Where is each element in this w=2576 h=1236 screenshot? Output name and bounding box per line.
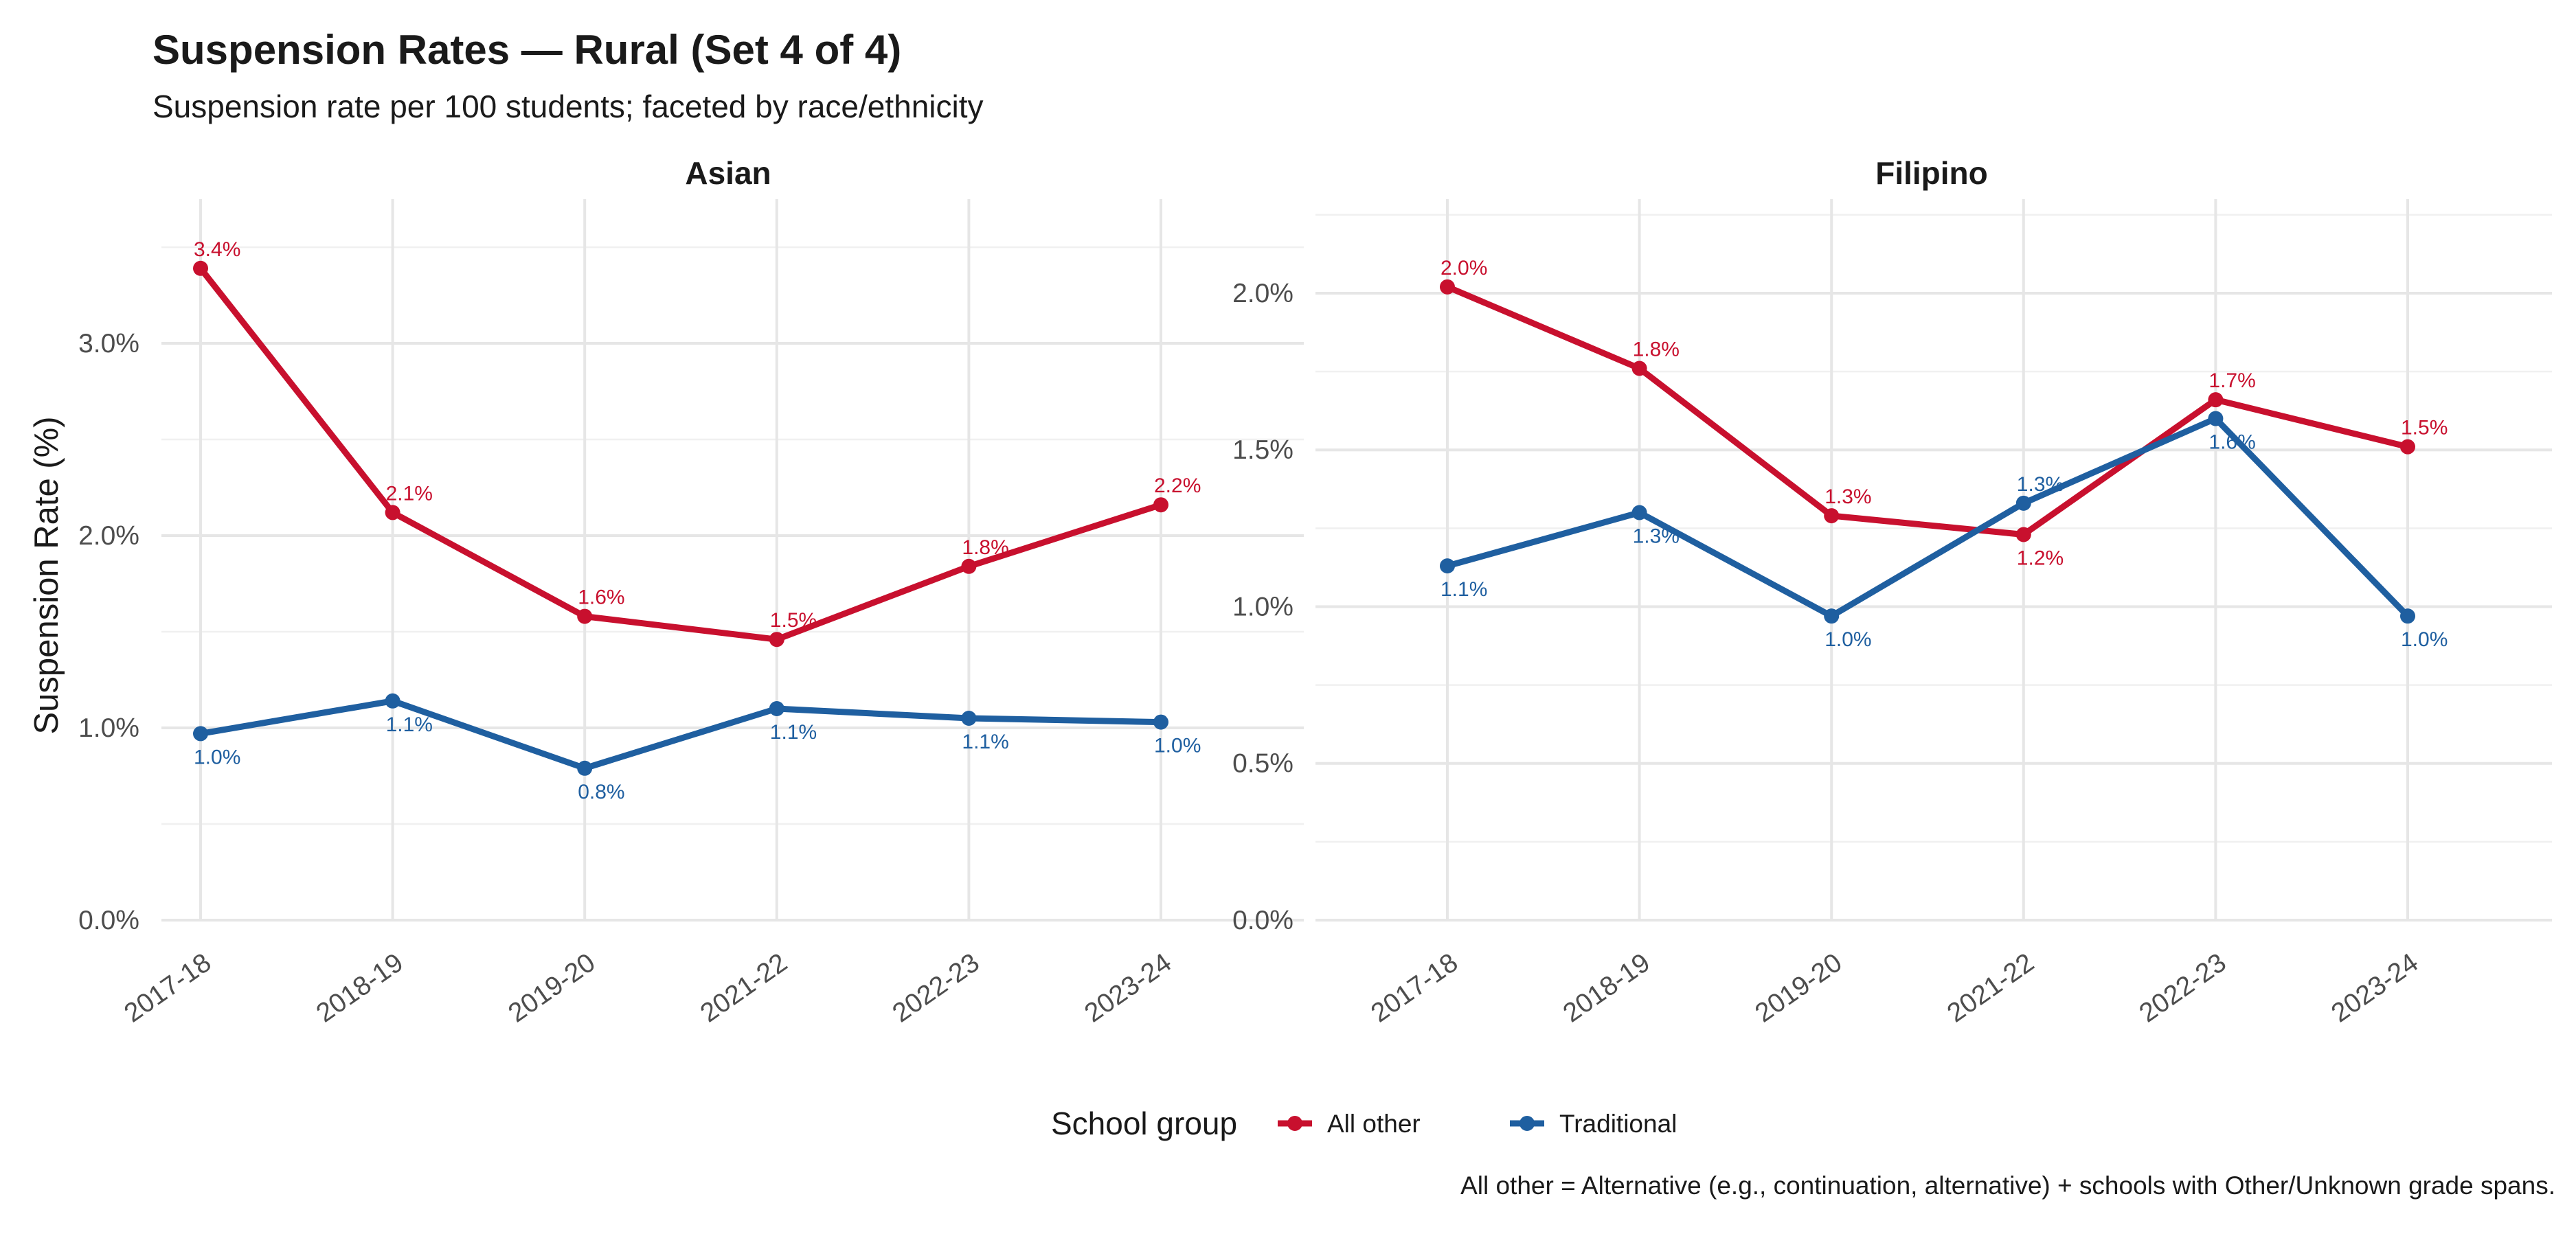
data-label: 2.2%	[1154, 474, 1201, 497]
x-tick-label: 2017-18	[119, 948, 216, 1028]
legend: School group All other Traditional	[1051, 1106, 1677, 1141]
x-tick-label: 2022-23	[2134, 948, 2232, 1028]
x-tick-label: 2023-24	[2326, 948, 2424, 1028]
data-point	[193, 260, 208, 276]
data-point	[1631, 505, 1647, 520]
data-label: 2.0%	[1440, 257, 1487, 279]
series-line	[1444, 415, 2411, 619]
data-label: 1.6%	[2208, 431, 2255, 454]
x-tick-label: 2021-22	[695, 948, 793, 1028]
x-tick-label: 2018-19	[311, 948, 409, 1028]
legend-entry-traditional: Traditional	[1510, 1110, 1677, 1138]
data-label: 1.1%	[962, 731, 1008, 753]
data-point	[2208, 411, 2224, 426]
chart-caption: All other = Alternative (e.g., continuat…	[1460, 1171, 2555, 1200]
y-tick-label: 0.0%	[78, 906, 139, 935]
x-tick-label: 2019-20	[1750, 948, 1847, 1028]
y-tick-label: 0.0%	[1232, 906, 1293, 935]
legend-key-point	[1519, 1116, 1535, 1131]
x-tick-label: 2018-19	[1558, 948, 1656, 1028]
x-tick-label: 2022-23	[888, 948, 985, 1028]
data-label: 1.3%	[1824, 485, 1871, 508]
facet-asian: Asian 0.0% 1.0% 2.0% 3.0% 2017-18 2018-19 2019-…	[78, 155, 1304, 1028]
data-label: 1.1%	[770, 721, 817, 744]
data-point	[2400, 439, 2415, 455]
data-label: 1.0%	[1154, 735, 1201, 757]
data-label: 3.4%	[194, 238, 240, 261]
y-tick-label: 1.5%	[1232, 435, 1293, 465]
data-point	[1824, 608, 1840, 624]
series-line	[197, 265, 1164, 643]
data-label: 1.0%	[2401, 628, 2448, 651]
data-point	[385, 505, 400, 520]
data-point	[1631, 360, 1647, 376]
data-point	[769, 632, 784, 648]
legend-title: School group	[1051, 1106, 1237, 1141]
x-tick-label: 2017-18	[1366, 948, 1463, 1028]
data-point	[577, 608, 593, 624]
series-line	[1444, 284, 2411, 538]
data-label: 1.3%	[1633, 525, 1680, 548]
y-tick-label: 0.5%	[1232, 749, 1293, 779]
data-point	[1153, 714, 1168, 730]
data-label: 1.1%	[1440, 578, 1487, 601]
x-tick-label: 2019-20	[503, 948, 600, 1028]
data-point	[1153, 497, 1168, 513]
data-point	[1440, 558, 1455, 574]
legend-label: All other	[1327, 1110, 1421, 1138]
facet-title: Filipino	[1875, 155, 1988, 191]
series-all-other: 3.4% 2.1% 1.6% 1.5% 1.8% 2.2%	[193, 238, 1201, 648]
x-tick-label: 2023-24	[1079, 948, 1177, 1028]
y-tick-label: 1.0%	[78, 713, 139, 743]
data-label: 1.1%	[386, 713, 433, 736]
data-label: 1.3%	[2017, 473, 2064, 496]
series-line	[197, 698, 1164, 772]
data-point	[577, 760, 593, 776]
series-traditional: 1.1% 1.3% 1.0% 1.3% 1.6% 1.0%	[1440, 411, 2448, 651]
data-point	[2400, 608, 2415, 624]
data-label: 1.2%	[2017, 547, 2064, 569]
data-label: 1.0%	[1824, 628, 1871, 651]
data-point	[2208, 392, 2224, 408]
data-label: 1.5%	[770, 609, 817, 632]
chart-subtitle: Suspension rate per 100 students; facete…	[152, 89, 984, 124]
data-label: 1.0%	[194, 746, 240, 768]
data-point	[961, 711, 977, 726]
data-label: 1.8%	[962, 536, 1008, 559]
y-tick-label: 2.0%	[1232, 279, 1293, 308]
y-tick-label: 3.0%	[78, 329, 139, 358]
data-point	[769, 701, 784, 716]
y-tick-label: 2.0%	[78, 521, 139, 551]
data-point	[1440, 279, 1455, 295]
y-tick-label: 1.0%	[1232, 592, 1293, 621]
data-point	[2015, 527, 2031, 542]
legend-entry-all-other: All other	[1278, 1110, 1421, 1138]
data-point	[193, 726, 208, 742]
y-axis-title: Suspension Rate (%)	[28, 416, 65, 734]
data-point	[1824, 508, 1840, 524]
series-all-other: 2.0% 1.8% 1.3% 1.2% 1.7% 1.5%	[1440, 257, 2448, 569]
legend-key-point	[1287, 1116, 1302, 1131]
facet-filipino: Filipino 0.0% 0.5% 1.0% 1.5% 2.0% 2017-18 2018-…	[1232, 155, 2552, 1028]
data-label: 1.5%	[2401, 417, 2448, 439]
data-point	[385, 693, 400, 709]
data-label: 1.8%	[1633, 339, 1680, 361]
data-label: 2.1%	[386, 482, 433, 505]
legend-label: Traditional	[1559, 1110, 1677, 1138]
chart-title: Suspension Rates — Rural (Set 4 of 4)	[152, 27, 902, 73]
series-traditional: 1.0% 1.1% 0.8% 1.1% 1.1% 1.0%	[193, 693, 1201, 803]
data-label: 1.6%	[578, 586, 624, 609]
data-point	[961, 558, 977, 574]
data-label: 1.7%	[2208, 369, 2255, 392]
data-label: 0.8%	[578, 781, 624, 803]
facets-layer: Asian 0.0% 1.0% 2.0% 3.0% 2017-18 2018-19 2019-…	[78, 155, 2552, 1028]
data-point	[2015, 495, 2031, 511]
facet-title: Asian	[685, 155, 771, 191]
x-tick-label: 2021-22	[1942, 948, 2040, 1028]
